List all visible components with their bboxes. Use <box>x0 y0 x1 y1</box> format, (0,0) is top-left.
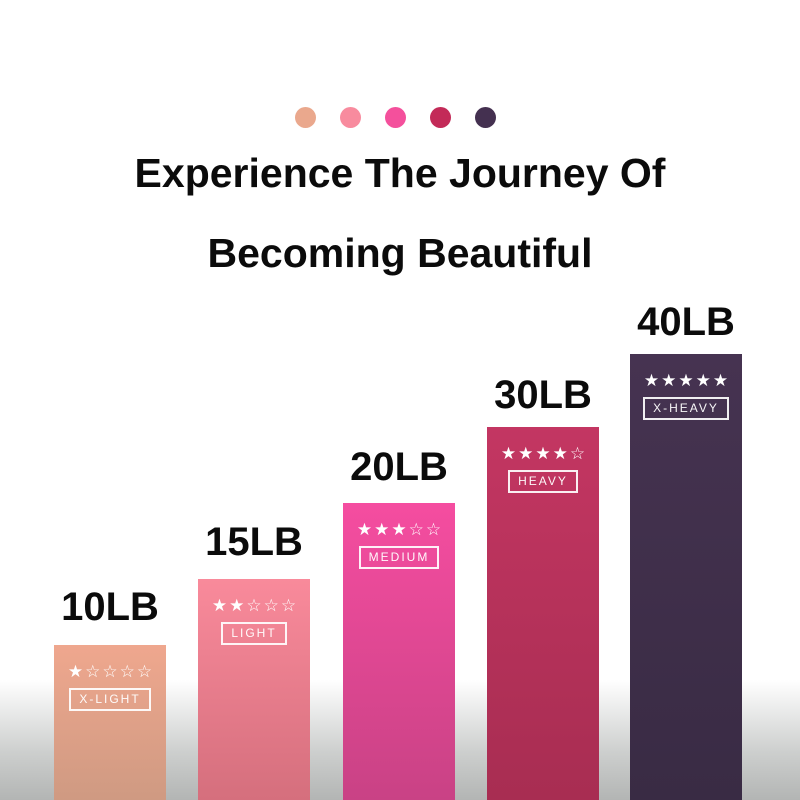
band-tag: HEAVY <box>508 470 578 493</box>
palette-dot-heavy <box>429 107 451 128</box>
page-title-line-1: Experience The Journey Of <box>134 150 666 196</box>
band-20lb: 20LB ★★★☆☆ MEDIUM <box>343 446 455 800</box>
band-weight-label: 15LB <box>205 520 303 564</box>
palette-dot-x-light <box>294 107 316 128</box>
star-rating: ★★★☆☆ <box>356 520 444 540</box>
band-10lb: 10LB ★☆☆☆☆ X-LIGHT <box>54 586 166 800</box>
band-weight-label: 40LB <box>637 300 735 344</box>
band-30lb: 30LB ★★★★☆ HEAVY <box>487 374 599 800</box>
band-weight-label: 20LB <box>350 445 448 489</box>
band-bar: ★★☆☆☆ LIGHT <box>198 579 310 800</box>
band-bar: ★★★★☆ HEAVY <box>487 427 599 800</box>
band-weight-label: 30LB <box>494 373 592 417</box>
band-15lb: 15LB ★★☆☆☆ LIGHT <box>198 521 310 800</box>
band-tag: LIGHT <box>221 622 287 645</box>
band-tag: X-HEAVY <box>643 397 729 420</box>
palette-dot-row <box>0 107 795 128</box>
star-rating: ★★★★★ <box>643 371 731 391</box>
palette-dot-medium <box>384 107 406 128</box>
star-rating: ★☆☆☆☆ <box>67 662 155 682</box>
band-tag: MEDIUM <box>358 546 440 569</box>
band-40lb: 40LB ★★★★★ X-HEAVY <box>630 301 742 800</box>
band-bar: ★★★☆☆ MEDIUM <box>343 503 455 800</box>
band-tag: X-LIGHT <box>69 688 151 711</box>
band-weight-label: 10LB <box>61 585 159 629</box>
palette-dot-x-heavy <box>474 107 496 128</box>
page-title-line-2: Becoming Beautiful <box>207 230 593 276</box>
palette-dot-light <box>339 107 361 128</box>
star-rating: ★★★★☆ <box>500 444 588 464</box>
band-bar: ★☆☆☆☆ X-LIGHT <box>54 645 166 800</box>
star-rating: ★★☆☆☆ <box>211 596 299 616</box>
band-bar: ★★★★★ X-HEAVY <box>630 354 742 800</box>
